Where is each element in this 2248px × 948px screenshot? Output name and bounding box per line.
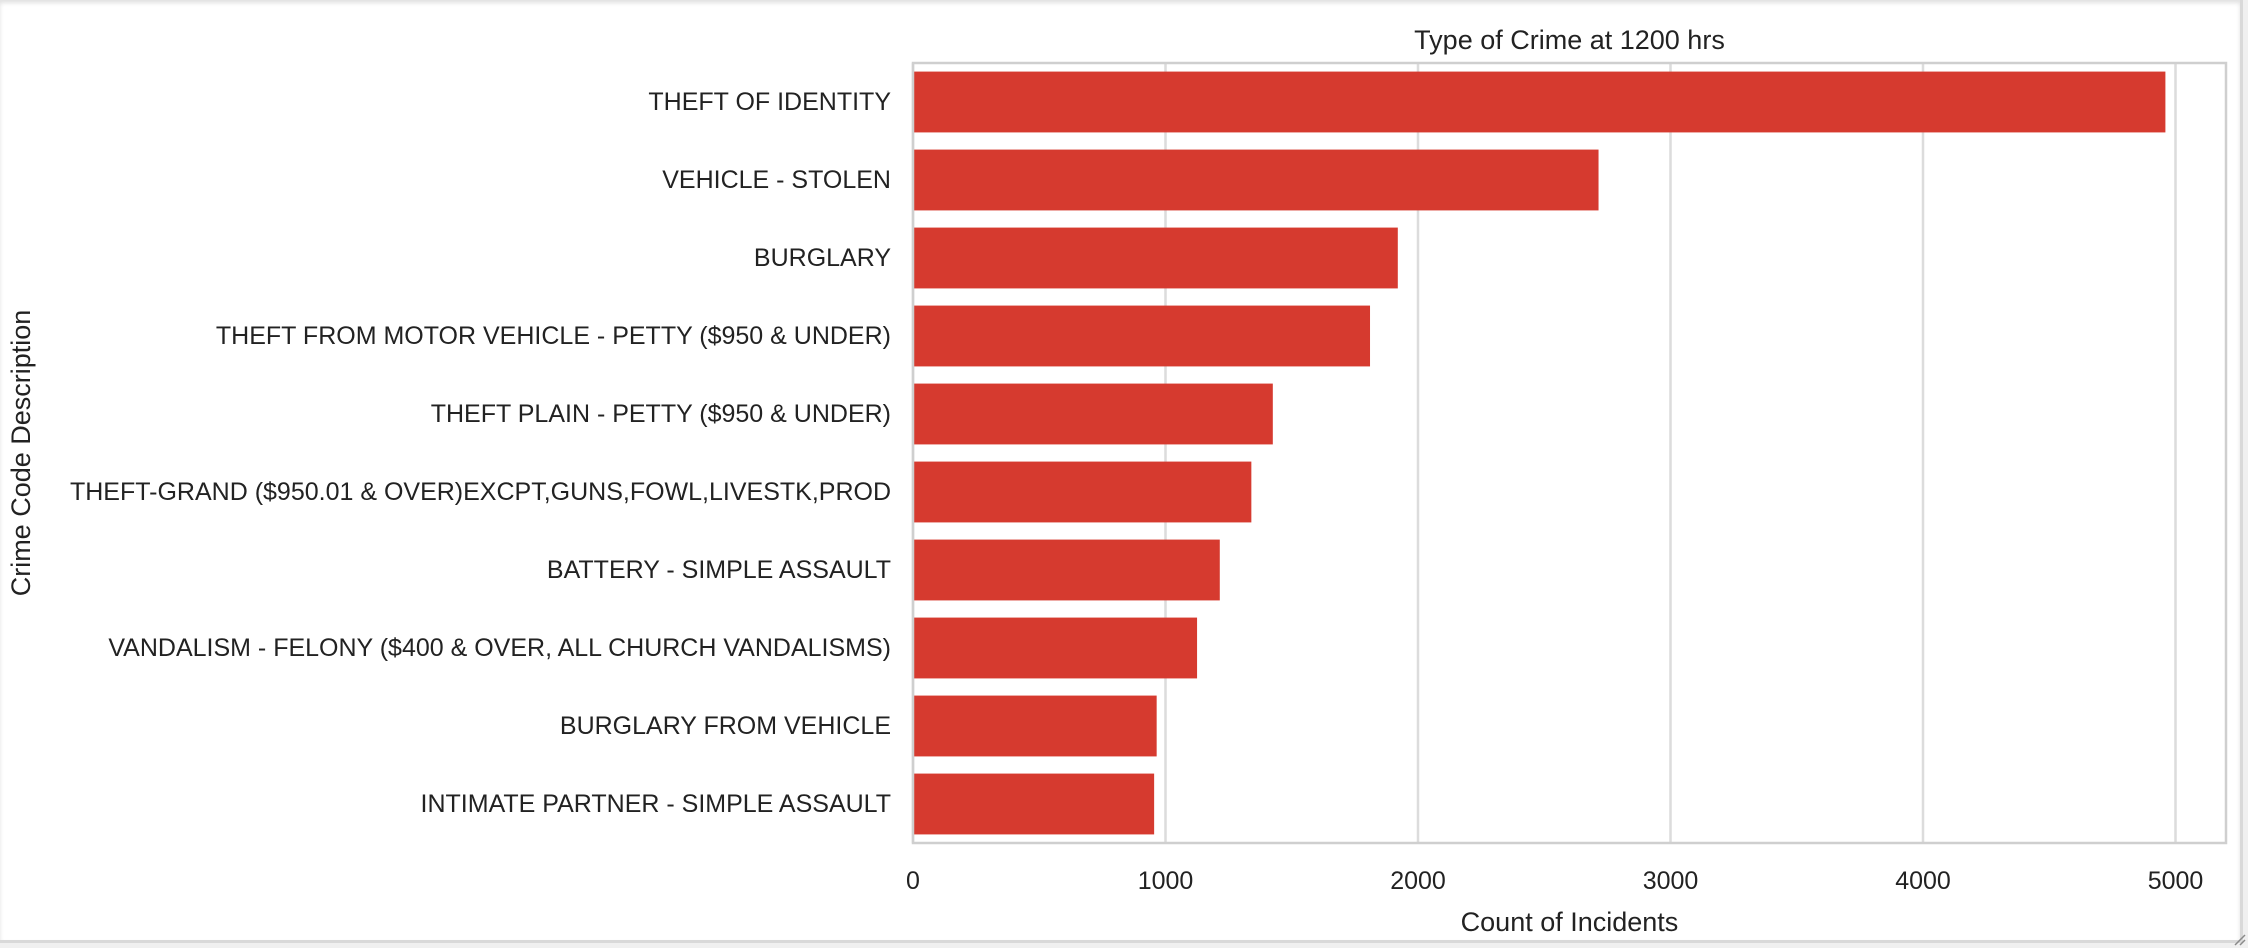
bar (913, 695, 1157, 757)
bar (913, 461, 1252, 523)
y-axis-label: Crime Code Description (6, 310, 36, 597)
y-tick-label: BATTERY - SIMPLE ASSAULT (547, 556, 891, 584)
bar (913, 149, 1599, 211)
x-tick-label: 4000 (1895, 867, 1951, 895)
x-tick-label: 5000 (2148, 867, 2204, 895)
y-tick-label: BURGLARY FROM VEHICLE (560, 712, 891, 740)
plot-frame (911, 61, 2228, 845)
x-tick-label: 0 (906, 867, 920, 895)
y-tick-label: VANDALISM - FELONY ($400 & OVER, ALL CHU… (108, 634, 891, 662)
y-tick-label: THEFT-GRAND ($950.01 & OVER)EXCPT,GUNS,F… (70, 478, 891, 506)
x-tick-label: 3000 (1643, 867, 1699, 895)
bar (913, 227, 1398, 289)
bar (913, 617, 1198, 679)
bar (913, 71, 2166, 133)
bar (913, 773, 1155, 835)
bar (913, 539, 1220, 601)
y-tick-label: BURGLARY (754, 244, 891, 272)
y-tick-label: THEFT FROM MOTOR VEHICLE - PETTY ($950 &… (216, 322, 891, 350)
y-tick-label: THEFT OF IDENTITY (648, 88, 891, 116)
bar (913, 383, 1273, 445)
y-tick-label: INTIMATE PARTNER - SIMPLE ASSAULT (421, 790, 891, 818)
x-tick-label: 1000 (1138, 867, 1194, 895)
chart-title: Type of Crime at 1200 hrs (1414, 25, 1725, 55)
x-axis-label: Count of Incidents (1461, 907, 1679, 937)
resize-grip-icon[interactable] (2230, 930, 2246, 946)
x-tick-label: 2000 (1390, 867, 1446, 895)
y-tick-label: THEFT PLAIN - PETTY ($950 & UNDER) (431, 400, 891, 428)
bar (913, 305, 1371, 367)
y-tick-label: VEHICLE - STOLEN (662, 166, 891, 194)
